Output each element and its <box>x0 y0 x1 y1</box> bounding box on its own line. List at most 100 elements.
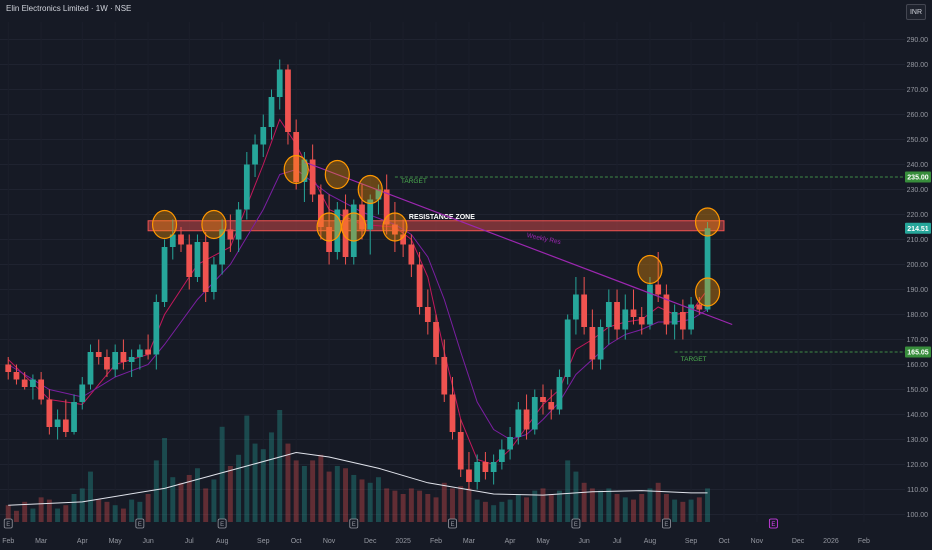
candle-body <box>515 409 522 437</box>
volume-bar <box>417 490 423 522</box>
candle-body <box>531 397 538 430</box>
candle-body <box>79 384 86 402</box>
y-tick-label: 190.00 <box>907 287 929 294</box>
candle-body <box>663 294 670 325</box>
candle-body <box>647 284 653 325</box>
earnings-marker <box>448 518 457 529</box>
candle-body <box>38 379 45 400</box>
candle-body <box>540 397 546 402</box>
candle-body <box>589 327 596 360</box>
candle-body <box>375 189 382 200</box>
candle-body <box>457 432 464 470</box>
candle-body <box>136 349 143 357</box>
earnings-marker <box>3 518 13 529</box>
volume-bar <box>548 494 554 522</box>
currency-button[interactable]: INR <box>906 4 926 20</box>
candle-body <box>383 189 390 225</box>
volume-bar <box>524 497 530 522</box>
x-tick-label: Feb <box>430 538 442 545</box>
target-lines: TARGET TARGET <box>394 176 905 363</box>
volume-bar <box>88 471 93 522</box>
volume-bar <box>655 482 661 522</box>
volume-bar <box>581 482 587 522</box>
chart-title: Elin Electronics Limited · 1W · NSE <box>6 4 132 13</box>
candle-body <box>5 364 12 372</box>
volume-bar <box>606 488 612 522</box>
x-tick-label: Oct <box>719 538 730 545</box>
highlight-circle <box>357 174 383 205</box>
y-tick-label: 290.00 <box>907 37 929 44</box>
highlight-circle <box>694 277 721 307</box>
earnings-marker-label: E <box>450 522 454 528</box>
volume-bar <box>573 471 579 522</box>
candle-body <box>62 419 69 432</box>
volume-bar <box>104 501 110 522</box>
y-tick-label: 140.00 <box>907 412 929 419</box>
x-tick-label: Oct <box>291 538 302 545</box>
x-tick-label: Jun <box>578 538 589 545</box>
y-tick-label: 210.00 <box>907 237 929 244</box>
candle-body <box>581 294 588 327</box>
candle-body <box>498 449 505 462</box>
candle-body <box>655 284 662 295</box>
x-tick-label: Nov <box>751 538 764 545</box>
volume-bar <box>194 468 200 522</box>
volume-bar <box>96 499 102 522</box>
candles <box>5 59 711 490</box>
volume-bar <box>22 501 28 522</box>
volume-bar <box>153 460 159 522</box>
candle-body <box>128 357 135 362</box>
candle-body <box>169 234 176 247</box>
volume-bar <box>79 488 85 522</box>
candle-body <box>605 302 612 327</box>
volume-bar <box>55 508 61 522</box>
resistance-zone: RESISTANCE ZONE <box>147 214 725 232</box>
highlight-circle <box>382 212 408 242</box>
volume-ma-line <box>8 452 708 506</box>
volume-bar <box>507 499 513 522</box>
earnings-marker <box>349 518 359 529</box>
volume-bar <box>318 454 324 522</box>
earnings-marker-label: E <box>664 522 668 528</box>
y-tick-label: 180.00 <box>907 312 929 319</box>
candle-body <box>564 319 571 377</box>
volume-bar <box>137 501 143 522</box>
x-tick-label: Jul <box>185 538 194 545</box>
volume-bar <box>301 466 307 522</box>
x-tick-label: Dec <box>792 538 805 545</box>
earnings-marker-label: E <box>574 522 578 528</box>
candle-body <box>71 402 77 432</box>
candle-body <box>326 227 332 252</box>
candle-body <box>367 199 374 230</box>
candle-body <box>441 357 448 395</box>
weekly-resistance-line <box>304 161 733 326</box>
volume-bar <box>515 494 521 522</box>
y-tick-label: 250.00 <box>907 137 929 144</box>
candle-body <box>671 312 678 325</box>
volume-bar <box>236 454 242 522</box>
y-tick-label: 220.00 <box>907 212 929 219</box>
x-tick-label: 2026 <box>823 538 839 545</box>
candle-body <box>317 194 324 227</box>
current-price-badge <box>905 222 931 234</box>
y-tick-label: 270.00 <box>907 87 929 94</box>
target-price-badge <box>905 346 931 358</box>
candle-body <box>194 242 201 277</box>
volume-bar <box>705 488 711 522</box>
volume-bar <box>375 477 381 522</box>
highlight-circle <box>694 207 721 237</box>
candle-body <box>342 209 349 257</box>
earnings-marker-label: E <box>138 522 142 528</box>
volume-bar <box>13 510 19 522</box>
candle-body <box>679 312 686 330</box>
x-tick-label: Feb <box>858 538 870 545</box>
candle-body <box>21 379 28 387</box>
candle-body <box>416 264 423 307</box>
candle-body <box>334 209 341 252</box>
candle-body <box>243 164 250 210</box>
volume-bar <box>367 482 373 522</box>
volume-bars <box>5 410 711 522</box>
candle-body <box>268 97 275 127</box>
volume-bar <box>400 494 406 522</box>
